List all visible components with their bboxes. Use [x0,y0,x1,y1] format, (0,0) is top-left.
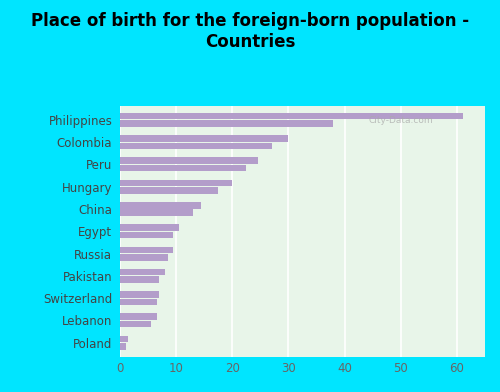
Bar [120,247,174,253]
Bar [120,135,288,142]
Bar [120,269,165,275]
Bar [120,165,246,171]
Bar [120,113,462,120]
Bar [120,336,128,342]
Bar [120,343,126,350]
Bar [120,276,160,283]
Bar [120,187,218,194]
Bar [120,299,156,305]
Bar [120,254,168,261]
Bar [120,120,334,127]
Bar [120,158,258,164]
Text: Place of birth for the foreign-born population -
Countries: Place of birth for the foreign-born popu… [31,12,469,51]
Bar [120,321,151,327]
Bar [120,180,232,186]
Bar [120,209,193,216]
Text: City-Data.com: City-Data.com [368,116,433,125]
Bar [120,202,202,209]
Bar [120,143,272,149]
Bar [120,291,160,298]
Bar [120,224,179,231]
Bar [120,313,156,320]
Bar [120,232,174,238]
